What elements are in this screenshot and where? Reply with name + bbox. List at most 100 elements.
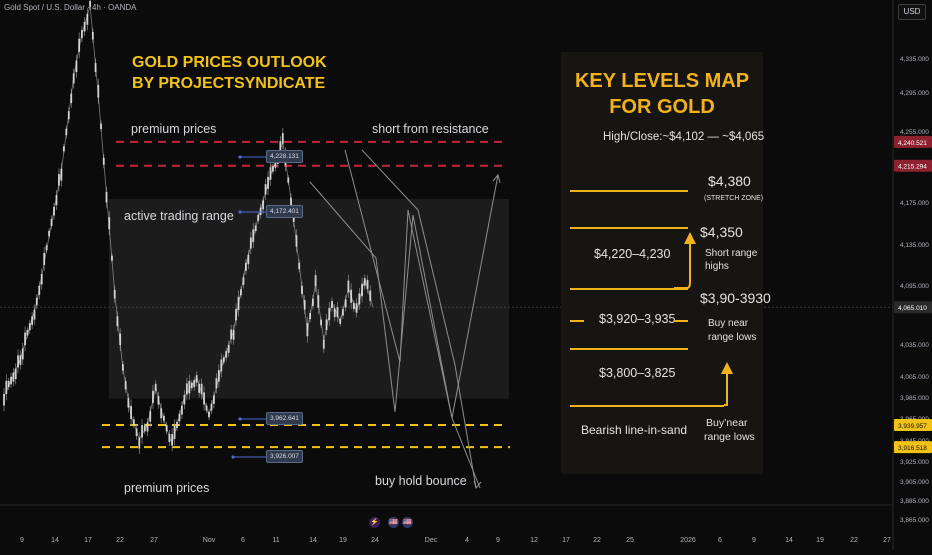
short-from-resistance-label: short from resistance bbox=[372, 122, 489, 136]
y-axis-price-badge bbox=[894, 418, 932, 431]
y-axis-price-badge bbox=[894, 159, 932, 172]
candle-body bbox=[146, 422, 149, 432]
x-axis-tick-label: 27 bbox=[883, 537, 891, 544]
buy-near-bottom-label-1: Buy’near bbox=[706, 417, 748, 429]
range-4220-label: $4,220–4,230 bbox=[594, 247, 671, 261]
candle-body bbox=[171, 434, 173, 446]
y-axis-tick-label: 3,905.000 bbox=[900, 479, 929, 486]
candle-body bbox=[181, 405, 183, 415]
projection-path-2 bbox=[309, 181, 481, 489]
level-4220-line bbox=[570, 288, 688, 290]
candle-body bbox=[141, 425, 143, 438]
level-3930-label: $3,90-3930 bbox=[700, 290, 771, 306]
buy-near-bottom-label-2: range lows bbox=[704, 431, 755, 443]
event-us-flag-icon-2[interactable]: 🇺🇸 bbox=[402, 517, 413, 528]
x-axis-tick-label: 2026 bbox=[680, 537, 696, 544]
candle-body bbox=[143, 425, 146, 432]
candle-body bbox=[33, 309, 36, 320]
candle-body bbox=[168, 433, 171, 442]
y-axis-tick-label: 4,005.000 bbox=[900, 374, 929, 381]
arrow-up-head-icon-2 bbox=[721, 362, 733, 374]
y-axis-tick-label: 3,865.000 bbox=[900, 517, 929, 524]
y-axis-tick-label: 3,985.000 bbox=[900, 395, 929, 402]
candle-body bbox=[55, 195, 58, 206]
key-levels-arrows bbox=[674, 232, 733, 406]
chart-title-line-1: GOLD PRICES OUTLOOK bbox=[132, 54, 327, 71]
premium-prices-bottom-label: premium prices bbox=[124, 481, 210, 495]
x-axis-tick-label: 22 bbox=[593, 537, 601, 544]
candle-body bbox=[358, 293, 361, 305]
projection-arrowhead-down-icon bbox=[473, 480, 482, 490]
candle-body bbox=[303, 300, 306, 310]
projection-path-0 bbox=[344, 149, 499, 419]
price-tag-2[interactable]: 4,172.401 bbox=[266, 205, 303, 218]
candle-body bbox=[269, 167, 272, 180]
x-axis-tick-label: 22 bbox=[850, 537, 858, 544]
currency-button[interactable]: USD bbox=[898, 4, 926, 20]
y-axis-price-badge bbox=[894, 441, 932, 454]
x-axis-tick-label: 19 bbox=[339, 537, 347, 544]
candle-body bbox=[48, 230, 50, 237]
arrow-up-icon-2 bbox=[724, 372, 728, 406]
candle-body bbox=[344, 299, 347, 308]
level-3800-line bbox=[570, 405, 724, 407]
price-tag-4[interactable]: 3,926.007 bbox=[266, 450, 303, 463]
candle-body bbox=[157, 396, 160, 405]
y-axis-tick-label: 4,175.000 bbox=[900, 200, 929, 207]
range-3800-label: $3,800–3,825 bbox=[599, 366, 676, 380]
candle-body bbox=[232, 329, 235, 340]
x-axis-tick-label: 24 bbox=[371, 537, 379, 544]
tag-anchor-3 bbox=[231, 455, 235, 459]
x-axis-tick-label: 9 bbox=[20, 537, 24, 544]
candle-body bbox=[152, 390, 154, 403]
candle-body bbox=[26, 330, 29, 336]
x-axis-tick-label: 17 bbox=[562, 537, 570, 544]
candle-body bbox=[12, 372, 15, 382]
event-lightning-icon[interactable]: ⚡ bbox=[369, 517, 380, 528]
price-tag-3[interactable]: 3,962.641 bbox=[266, 412, 303, 425]
x-axis-tick-label: 14 bbox=[785, 537, 793, 544]
x-axis-tick-label: 25 bbox=[626, 537, 634, 544]
tag-anchor-0 bbox=[238, 155, 242, 159]
candle-body bbox=[264, 184, 267, 195]
candle-body bbox=[217, 370, 220, 382]
candle-body bbox=[342, 309, 344, 316]
y-axis-price-badge bbox=[894, 301, 932, 314]
y-axis-price-badge-label: 4,215.294 bbox=[898, 164, 927, 171]
price-tag-1[interactable]: 4,228.131 bbox=[266, 150, 303, 163]
candle-body bbox=[366, 279, 369, 289]
candle-body bbox=[200, 383, 203, 395]
x-axis-tick-label: 9 bbox=[752, 537, 756, 544]
level-3920-line-left bbox=[570, 320, 584, 322]
candle-body bbox=[198, 383, 201, 393]
candle-body bbox=[43, 252, 46, 265]
event-us-flag-icon-1[interactable]: 🇺🇸 bbox=[388, 517, 399, 528]
x-axis-tick-label: 14 bbox=[309, 537, 317, 544]
key-levels-title-2: FOR GOLD bbox=[609, 96, 715, 118]
projection-arrowhead-up-icon bbox=[492, 173, 501, 184]
x-axis-tick-label: 19 bbox=[816, 537, 824, 544]
x-axis-tick-label: Nov bbox=[203, 537, 216, 544]
candle-body bbox=[21, 348, 24, 360]
projection-path-1 bbox=[361, 149, 477, 489]
candle-body bbox=[235, 308, 237, 321]
candle-body bbox=[75, 60, 78, 73]
price-series-line bbox=[3, 5, 374, 446]
y-axis-tick-label: 4,335.000 bbox=[900, 56, 929, 63]
candle-body bbox=[363, 278, 366, 286]
level-4350-label: $4,350 bbox=[700, 224, 743, 240]
candle-body bbox=[160, 408, 163, 419]
short-range-label-1: Short range bbox=[705, 248, 758, 259]
y-axis-tick-label: 3,885.000 bbox=[900, 498, 929, 505]
candle-body bbox=[119, 333, 122, 346]
candle-body bbox=[347, 280, 350, 293]
candle-body bbox=[40, 273, 43, 285]
candle-body bbox=[249, 237, 252, 249]
y-axis-price-badge-label: 3,939.957 bbox=[898, 423, 927, 430]
active-trading-range-label: active trading range bbox=[124, 209, 234, 223]
candle-body bbox=[5, 380, 8, 394]
y-axis-price-badge-label: 4,065.010 bbox=[898, 305, 927, 312]
candle-body bbox=[311, 298, 314, 307]
